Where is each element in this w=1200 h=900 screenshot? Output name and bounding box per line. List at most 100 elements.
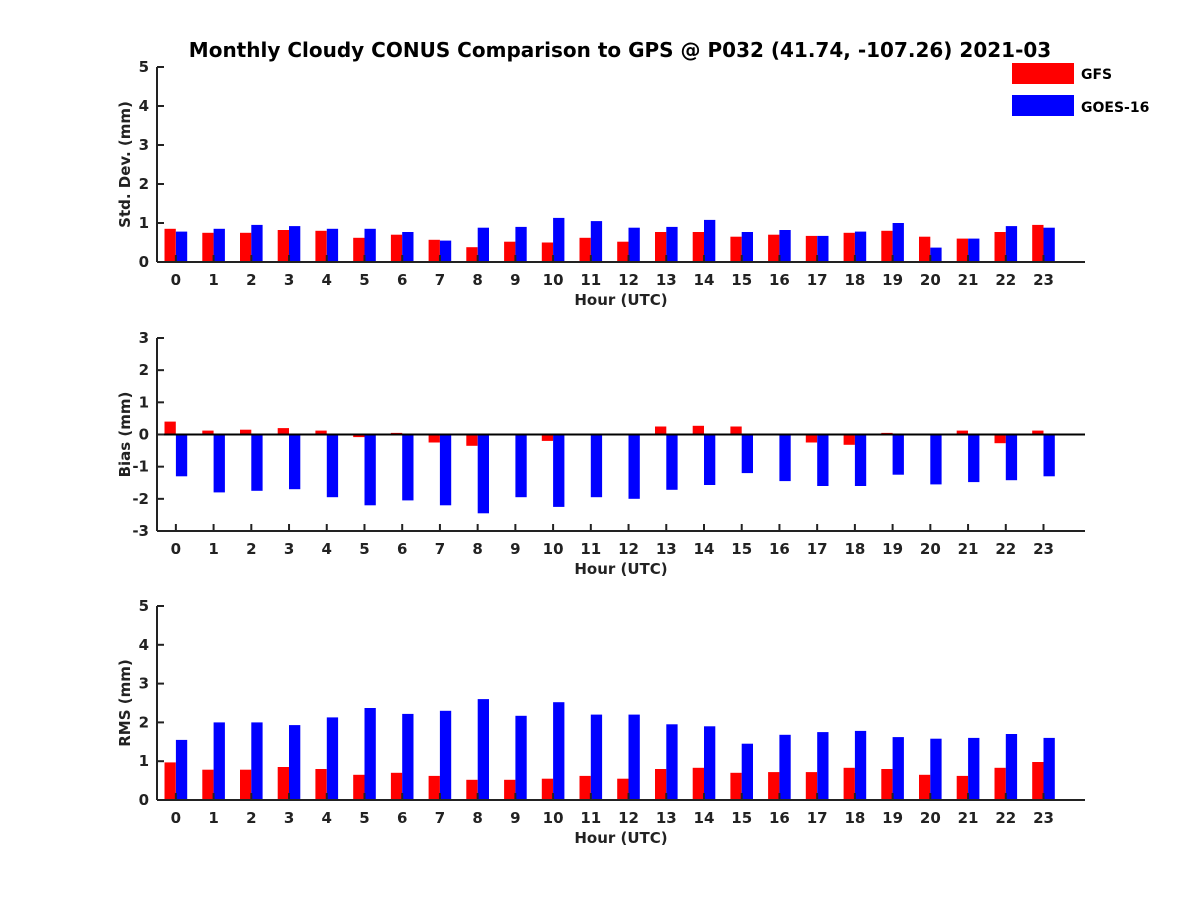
bar-std-dev-gfs-22 bbox=[994, 232, 1006, 262]
bar-bias-goes16-2 bbox=[251, 434, 263, 491]
bar-rms-goes16-3 bbox=[289, 725, 301, 800]
bar-std-dev-goes16-7 bbox=[439, 240, 452, 262]
bar-rms-goes16-13 bbox=[666, 724, 678, 800]
x-tick-label: 14 bbox=[694, 809, 715, 827]
bar-bias-goes16-9 bbox=[515, 434, 527, 498]
x-tick-label: 11 bbox=[580, 271, 601, 289]
bar-rms-gfs-7 bbox=[428, 775, 440, 800]
bar-rms-gfs-11 bbox=[579, 775, 591, 800]
bar-std-dev-goes16-5 bbox=[364, 228, 376, 262]
bar-bias-gfs-4 bbox=[315, 430, 327, 435]
y-axis-label: Std. Dev. (mm) bbox=[116, 101, 134, 228]
y-tick-label: 3 bbox=[139, 675, 149, 693]
legend-swatch-goes16 bbox=[1012, 95, 1074, 116]
bar-rms-gfs-23 bbox=[1032, 762, 1044, 800]
x-tick-label: 4 bbox=[322, 540, 332, 558]
x-tick-label: 16 bbox=[769, 540, 790, 558]
x-tick-label: 4 bbox=[322, 271, 332, 289]
x-axis-label: Hour (UTC) bbox=[574, 291, 667, 309]
x-tick-label: 19 bbox=[882, 540, 903, 558]
bar-std-dev-goes16-20 bbox=[930, 247, 942, 262]
bar-bias-goes16-11 bbox=[590, 434, 603, 498]
bar-bias-gfs-1 bbox=[202, 430, 214, 435]
bar-rms-gfs-17 bbox=[805, 772, 818, 800]
bar-bias-goes16-20 bbox=[930, 434, 942, 485]
bar-bias-goes16-22 bbox=[1005, 434, 1018, 481]
bar-std-dev-gfs-20 bbox=[919, 236, 931, 262]
x-tick-label: 7 bbox=[435, 809, 445, 827]
bar-std-dev-goes16-23 bbox=[1043, 227, 1055, 262]
bar-std-dev-goes16-3 bbox=[289, 226, 301, 262]
x-tick-label: 11 bbox=[580, 809, 601, 827]
bar-rms-goes16-19 bbox=[892, 737, 904, 800]
bar-bias-goes16-17 bbox=[817, 434, 829, 486]
x-tick-label: 15 bbox=[731, 809, 752, 827]
x-tick-label: 18 bbox=[844, 271, 865, 289]
x-tick-label: 8 bbox=[472, 540, 482, 558]
bar-std-dev-goes16-13 bbox=[666, 226, 678, 262]
x-tick-label: 23 bbox=[1033, 271, 1054, 289]
x-tick-label: 12 bbox=[618, 540, 639, 558]
x-tick-label: 18 bbox=[844, 809, 865, 827]
bar-std-dev-gfs-6 bbox=[390, 234, 403, 262]
bar-bias-goes16-7 bbox=[439, 434, 452, 506]
bar-bias-gfs-2 bbox=[240, 429, 252, 435]
legend-label-gfs: GFS bbox=[1081, 67, 1112, 83]
bar-bias-gfs-21 bbox=[956, 430, 968, 435]
x-tick-label: 4 bbox=[322, 809, 332, 827]
bar-rms-goes16-4 bbox=[326, 717, 339, 800]
bar-std-dev-goes16-12 bbox=[628, 227, 640, 262]
x-tick-label: 14 bbox=[694, 271, 715, 289]
x-tick-label: 14 bbox=[694, 540, 715, 558]
x-tick-label: 6 bbox=[397, 271, 407, 289]
bar-std-dev-gfs-13 bbox=[655, 232, 667, 262]
chart-title: Monthly Cloudy CONUS Comparison to GPS @… bbox=[189, 38, 1051, 62]
bar-std-dev-gfs-15 bbox=[730, 236, 742, 262]
bar-bias-gfs-8 bbox=[466, 434, 478, 446]
bar-bias-gfs-22 bbox=[994, 434, 1006, 444]
bar-std-dev-gfs-1 bbox=[202, 232, 214, 263]
x-tick-label: 10 bbox=[543, 540, 564, 558]
x-tick-label: 9 bbox=[510, 271, 520, 289]
bar-std-dev-gfs-14 bbox=[692, 232, 704, 262]
bar-bias-gfs-3 bbox=[277, 428, 289, 435]
bar-bias-goes16-4 bbox=[326, 434, 339, 498]
x-tick-label: 0 bbox=[171, 809, 181, 827]
bar-bias-goes16-21 bbox=[968, 434, 980, 483]
y-tick-label: 0 bbox=[139, 426, 149, 444]
bar-rms-gfs-16 bbox=[768, 772, 780, 800]
bar-std-dev-gfs-21 bbox=[956, 238, 968, 262]
y-tick-label: 0 bbox=[139, 791, 149, 809]
x-tick-label: 9 bbox=[510, 809, 520, 827]
x-tick-label: 17 bbox=[807, 809, 828, 827]
bar-rms-goes16-12 bbox=[628, 714, 640, 800]
bar-std-dev-gfs-3 bbox=[277, 230, 289, 262]
bar-rms-gfs-10 bbox=[541, 778, 554, 800]
x-tick-label: 5 bbox=[359, 540, 369, 558]
bar-rms-goes16-1 bbox=[213, 722, 225, 800]
bar-std-dev-gfs-23 bbox=[1032, 224, 1044, 262]
bar-rms-goes16-9 bbox=[515, 715, 527, 800]
bar-std-dev-gfs-2 bbox=[240, 232, 252, 263]
bar-rms-gfs-4 bbox=[315, 769, 327, 800]
bar-bias-goes16-6 bbox=[402, 434, 414, 501]
bar-std-dev-goes16-22 bbox=[1005, 226, 1018, 262]
y-axis-label: RMS (mm) bbox=[116, 659, 134, 746]
bar-rms-goes16-6 bbox=[402, 713, 414, 800]
bar-rms-goes16-17 bbox=[817, 732, 829, 800]
x-tick-label: 15 bbox=[731, 271, 752, 289]
bar-rms-goes16-10 bbox=[553, 702, 565, 800]
y-tick-label: 2 bbox=[139, 713, 149, 731]
bar-rms-goes16-14 bbox=[704, 726, 716, 800]
bar-rms-gfs-19 bbox=[881, 769, 893, 800]
x-tick-label: 10 bbox=[543, 271, 564, 289]
bar-rms-goes16-8 bbox=[477, 699, 489, 800]
bar-rms-goes16-0 bbox=[175, 739, 188, 800]
bar-rms-goes16-11 bbox=[590, 714, 603, 800]
bar-std-dev-goes16-2 bbox=[251, 224, 263, 262]
bar-rms-gfs-12 bbox=[617, 778, 629, 800]
y-tick-label: 1 bbox=[139, 752, 149, 770]
x-tick-label: 3 bbox=[284, 809, 294, 827]
x-tick-label: 19 bbox=[882, 809, 903, 827]
